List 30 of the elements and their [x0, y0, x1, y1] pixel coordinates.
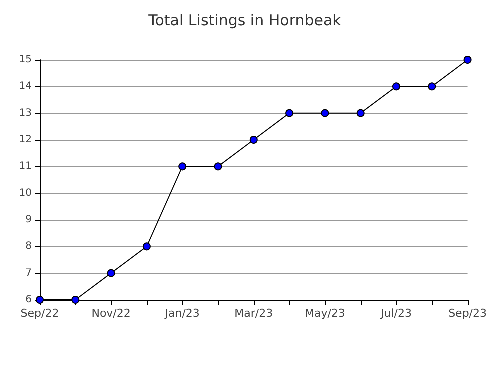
y-tick-label: 12	[19, 134, 32, 146]
y-tick-label: 9	[26, 214, 32, 226]
point	[72, 296, 80, 304]
y-tick-label: 15	[19, 54, 32, 66]
point	[142, 242, 151, 251]
x-tick-label: Sep/22	[20, 307, 60, 320]
chart-title: Total Listings in Hornbeak	[148, 12, 342, 30]
point	[392, 82, 400, 91]
y-tick-label: 6	[26, 294, 32, 306]
point	[250, 136, 258, 144]
point	[107, 269, 116, 278]
y-tick-label: 10	[19, 188, 32, 199]
x-tick-label: May/23	[304, 307, 346, 320]
point	[428, 82, 436, 91]
point	[214, 162, 222, 171]
point	[286, 109, 294, 118]
y-tick-label: 14	[19, 81, 32, 92]
point	[321, 109, 330, 118]
x-tick-label: Nov/22	[92, 307, 131, 320]
point	[178, 162, 187, 171]
point	[464, 56, 472, 64]
x-tick-label: Jul/23	[380, 307, 412, 320]
y-tick-label: 7	[26, 268, 32, 279]
y-tick-label: 13	[19, 108, 32, 119]
y-tick-label: 8	[26, 241, 32, 252]
x-tick-label: Mar/23	[234, 307, 274, 320]
y-tick-label: 11	[19, 161, 32, 172]
x-tick-label: Sep/23	[448, 307, 487, 320]
point	[356, 109, 365, 118]
x-tick-label: Jan/23	[164, 307, 200, 320]
